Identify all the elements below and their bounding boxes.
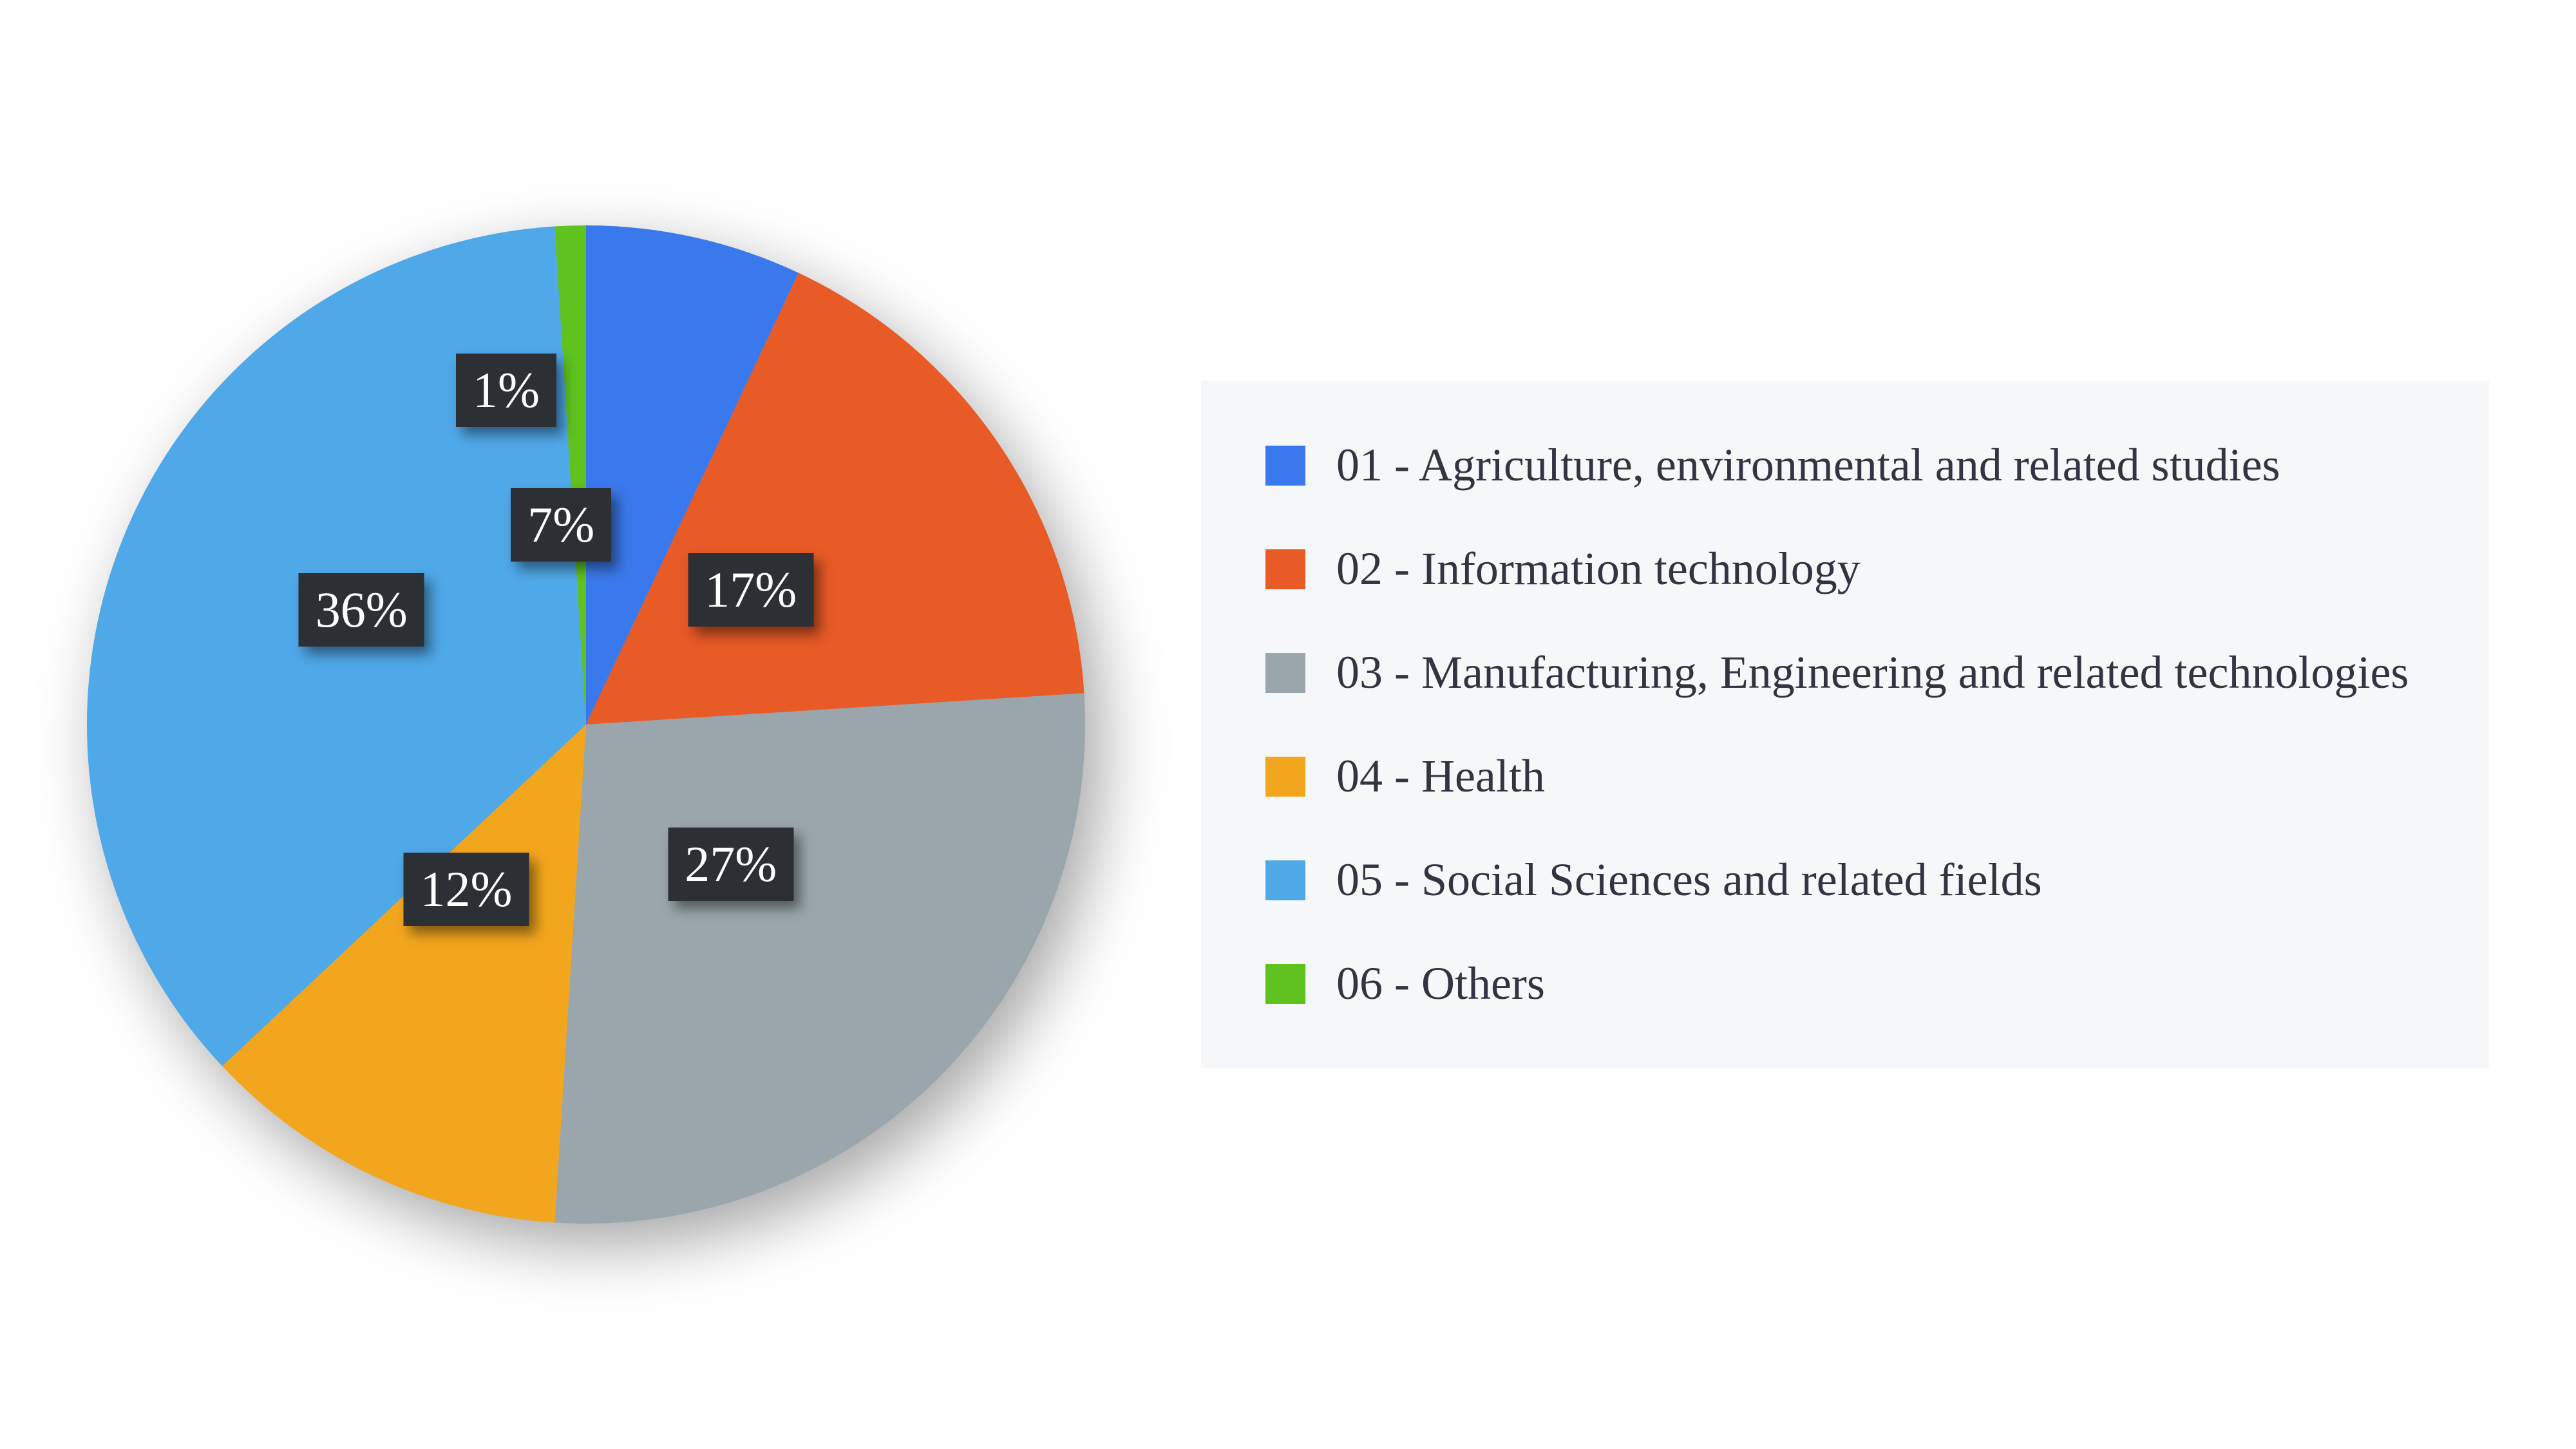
legend-item-02: 02 - Information technology bbox=[1265, 542, 2425, 596]
pie-svg bbox=[87, 225, 1085, 1224]
legend-label-05: 05 - Social Sciences and related fields bbox=[1336, 853, 2042, 907]
legend-item-03: 03 - Manufacturing, Engineering and rela… bbox=[1265, 646, 2425, 699]
legend-label-02: 02 - Information technology bbox=[1336, 542, 1861, 596]
legend-swatch-02 bbox=[1265, 549, 1305, 589]
legend-item-01: 01 - Agriculture, environmental and rela… bbox=[1265, 439, 2425, 492]
legend-item-04: 04 - Health bbox=[1265, 750, 2425, 803]
legend-item-05: 05 - Social Sciences and related fields bbox=[1265, 853, 2425, 907]
slice-label-06: 1% bbox=[456, 354, 556, 427]
legend-label-01: 01 - Agriculture, environmental and rela… bbox=[1336, 439, 2280, 492]
legend-swatch-01 bbox=[1265, 446, 1305, 486]
legend-swatch-03 bbox=[1265, 653, 1305, 693]
legend-label-03: 03 - Manufacturing, Engineering and rela… bbox=[1336, 646, 2409, 699]
slice-label-04: 12% bbox=[404, 853, 529, 926]
pie-chart: 7% 17% 27% 12% 36% 1% bbox=[87, 225, 1085, 1224]
slice-label-01: 7% bbox=[511, 488, 611, 562]
legend-swatch-04 bbox=[1265, 757, 1305, 797]
legend-label-06: 06 - Others bbox=[1336, 957, 1545, 1010]
legend-swatch-06 bbox=[1265, 964, 1305, 1004]
pie-slice-03 bbox=[554, 693, 1085, 1224]
legend-item-06: 06 - Others bbox=[1265, 957, 2425, 1010]
slice-label-05: 36% bbox=[299, 573, 424, 647]
slice-label-03: 27% bbox=[668, 828, 793, 901]
chart-container: 7% 17% 27% 12% 36% 1% 01 - Agriculture, envir… bbox=[0, 0, 2576, 1449]
slice-label-02: 17% bbox=[688, 553, 813, 627]
legend: 01 - Agriculture, environmental and rela… bbox=[1201, 381, 2489, 1068]
legend-swatch-05 bbox=[1265, 860, 1305, 900]
legend-label-04: 04 - Health bbox=[1336, 750, 1545, 803]
